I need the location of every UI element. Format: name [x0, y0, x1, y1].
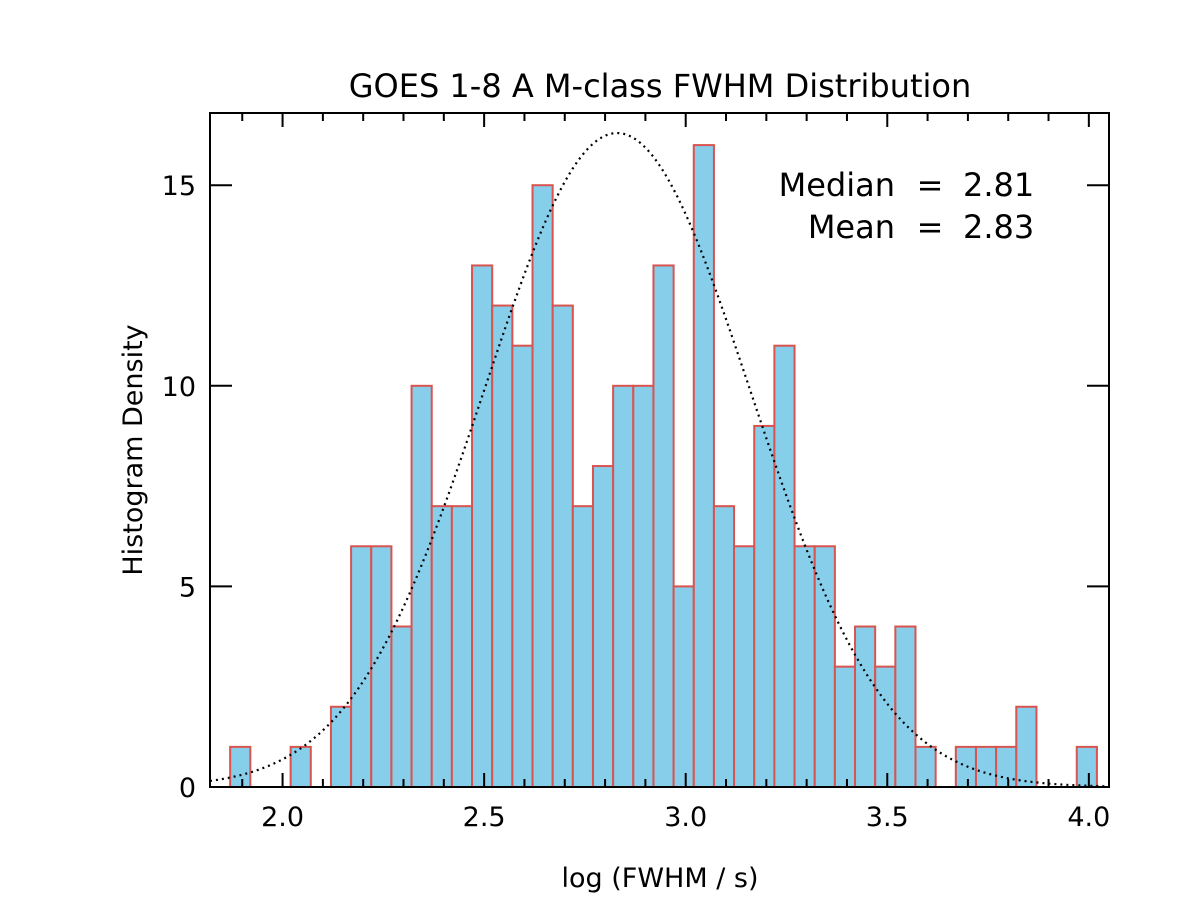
histogram-bar [329, 705, 353, 789]
mean-eq: = [917, 208, 944, 246]
histogram-bar [914, 745, 937, 789]
histogram-bar [753, 424, 776, 788]
x-axis-label: log (FWHM / s) [562, 863, 759, 894]
mean-label: Mean [808, 208, 895, 246]
histogram-bar [591, 465, 615, 788]
mean-value: 2.83 [963, 208, 1034, 246]
x-tick-label: 2.0 [261, 802, 304, 833]
histogram-bar [551, 304, 574, 788]
histogram-bar [1075, 745, 1098, 789]
histogram-bar [813, 545, 836, 788]
histogram-bar [571, 505, 594, 788]
x-tick-label: 3.5 [866, 802, 909, 833]
gaussian-fit-curve [209, 131, 1110, 788]
histogram-bar [612, 384, 635, 788]
histogram-bar [954, 745, 977, 789]
histogram-bar [995, 745, 1018, 789]
histogram-bar [1015, 705, 1038, 789]
chart-title: GOES 1-8 A M-class FWHM Distribution [349, 67, 972, 105]
y-tick-label: 10 [162, 372, 196, 403]
histogram-bar [652, 264, 675, 788]
histogram-bar [874, 665, 897, 789]
x-tick-label: 2.5 [463, 802, 506, 833]
histogram-bar [289, 745, 312, 789]
histogram-bar [350, 545, 373, 788]
histogram-bar [733, 545, 756, 788]
median-eq: = [917, 166, 944, 204]
median-label: Median [779, 166, 895, 204]
histogram-bar [491, 304, 514, 788]
x-tick-label: 4.0 [1067, 802, 1110, 833]
histogram-bar [632, 384, 655, 788]
x-axis-ticks: 2.0 2.5 3.0 3.5 4.0 [241, 113, 1110, 833]
histogram-bar [712, 505, 736, 788]
x-tick-label: 3.0 [664, 802, 707, 833]
histogram-bar [894, 625, 917, 789]
histogram-bar [692, 144, 715, 789]
histogram-bar [974, 745, 998, 789]
histogram-bar [229, 745, 252, 789]
histogram-bar [773, 344, 796, 788]
median-value: 2.81 [963, 166, 1034, 204]
histogram-bar [531, 184, 554, 788]
y-tick-label: 15 [162, 171, 196, 202]
histogram-bar [390, 625, 413, 789]
y-axis-ticks: 0 5 10 15 [162, 171, 1109, 804]
histogram-bar [450, 505, 474, 788]
histogram-bar [672, 585, 695, 789]
histogram-bar [471, 264, 494, 788]
plot-frame [209, 112, 1110, 788]
histogram-bar [370, 545, 393, 788]
y-axis-label: Histogram Density [118, 324, 149, 575]
y-tick-label: 0 [179, 773, 196, 804]
histogram-bar [430, 505, 453, 788]
histogram-bar [511, 344, 534, 788]
stats-annotation: Median = 2.81 Mean = 2.83 [779, 166, 1035, 246]
histogram-bar [410, 384, 433, 788]
histogram-bar [793, 545, 816, 788]
histogram-bar [833, 665, 857, 789]
histogram-bar [854, 625, 877, 789]
y-tick-label: 5 [179, 572, 196, 603]
